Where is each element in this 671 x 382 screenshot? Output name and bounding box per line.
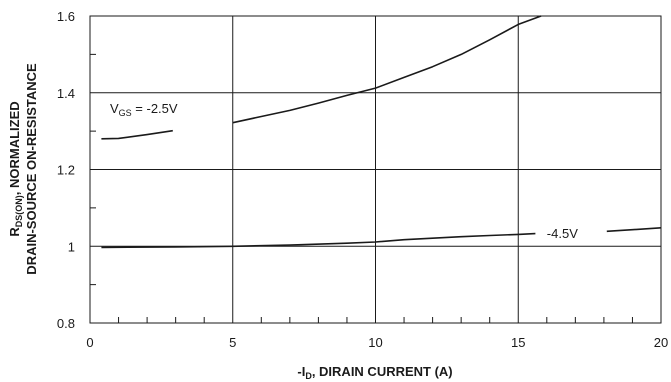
series-0-segment-0 [101,129,173,140]
x-axis-label: -ID, DIRAIN CURRENT (A) [297,364,452,381]
y-tick-label: 1.4 [57,86,75,101]
y-tick-labels: 0.8 1 1.2 1.4 1.6 [57,9,75,331]
x-tick-labels: 0 5 10 15 20 [86,335,668,350]
y-tick-label: 1.2 [57,163,75,178]
series-lines [101,15,662,249]
series-0-segment-1 [232,15,542,124]
grid [89,15,662,324]
x-tick-label: 15 [511,335,525,350]
y-tick-label: 1.6 [57,9,75,24]
minor-ticks [90,53,633,323]
y-tick-label: 1 [68,239,75,254]
x-tick-label: 20 [654,335,668,350]
x-tick-label: 0 [86,335,93,350]
series-1-segment-1 [606,227,662,233]
y-axis-label-line1: RDS(ON), NORMALIZED [7,101,24,236]
series-1-segment-0 [101,232,536,249]
y-tick-label: 0.8 [57,316,75,331]
vgs-25-label: VGS = -2.5V [110,101,178,118]
x-tick-label: 10 [368,335,382,350]
y-axis-label-line2: DRAIN-SOURCE ON-RESISTANCE [24,63,39,275]
vgs-45-label: -4.5V [547,226,578,241]
x-tick-label: 5 [229,335,236,350]
y-axis-label: RDS(ON), NORMALIZED DRAIN-SOURCE ON-RESI… [7,63,39,275]
